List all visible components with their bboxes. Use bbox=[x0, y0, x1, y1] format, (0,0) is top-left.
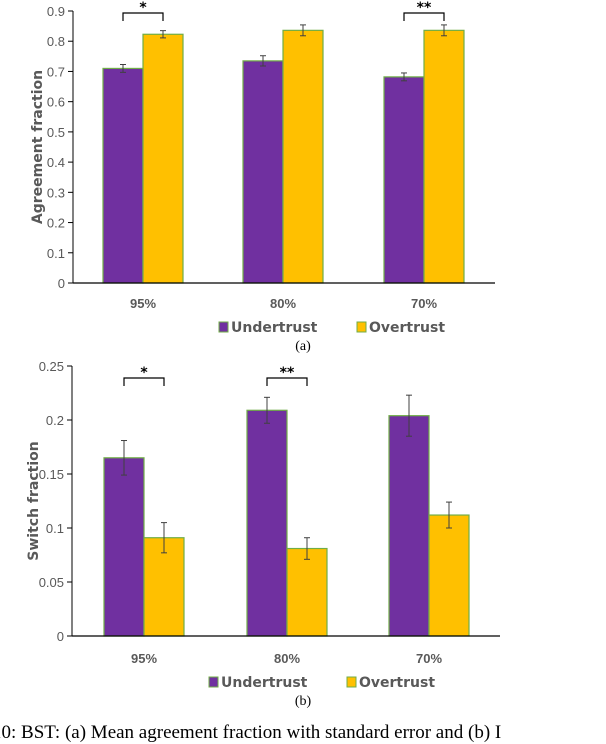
significance-marker: ** bbox=[417, 0, 432, 16]
bar-overtrust bbox=[428, 514, 470, 637]
legend-swatch-undertrust bbox=[218, 321, 229, 333]
legend-swatch-undertrust bbox=[208, 676, 219, 688]
bar-undertrust bbox=[103, 457, 145, 637]
significance-bracket bbox=[403, 12, 445, 21]
significance-bracket bbox=[266, 377, 308, 386]
y-tick-label: 0.2 bbox=[46, 413, 64, 428]
y-tick-label: 0.1 bbox=[47, 246, 65, 261]
y-tick-label: 0.9 bbox=[47, 4, 65, 19]
x-tick-label: 70% bbox=[416, 651, 442, 666]
y-axis-label: Switch fraction bbox=[26, 441, 42, 560]
significance-bracket bbox=[122, 12, 164, 21]
y-tick-label: 0.5 bbox=[47, 125, 65, 140]
significance-marker: * bbox=[140, 365, 148, 381]
switch-fraction-chart: 0 0.05 0.1 0.15 0.2 0.25 Switch fraction 95% 80%… bbox=[26, 359, 500, 691]
x-tick-label: 95% bbox=[130, 296, 156, 311]
y-tick-label: 0 bbox=[57, 629, 64, 644]
y-tick-label: 0.15 bbox=[39, 467, 64, 482]
legend-label-overtrust: Overtrust bbox=[369, 320, 445, 336]
subfigure-label-b: (b) bbox=[294, 694, 312, 709]
x-tick-label: 95% bbox=[131, 651, 157, 666]
y-axis-label: Agreement fraction bbox=[30, 70, 46, 224]
figure-caption: 10: BST: (a) Mean agreement fraction wit… bbox=[0, 722, 502, 743]
y-tick-label: 0.2 bbox=[47, 216, 65, 231]
y-tick-label: 0.05 bbox=[39, 575, 64, 590]
bar-undertrust bbox=[383, 76, 425, 284]
bar-undertrust bbox=[242, 60, 284, 284]
y-tick-label: 0.4 bbox=[47, 155, 65, 170]
x-tick-label: 70% bbox=[411, 296, 437, 311]
x-tick-label: 80% bbox=[270, 296, 296, 311]
y-tick-label: 0 bbox=[58, 276, 65, 291]
y-tick-label: 0.7 bbox=[47, 64, 65, 79]
agreement-fraction-chart: 0 0.1 0.2 0.3 0.4 0.5 0.6 0.7 0.8 0.9 Agreement fr… bbox=[30, 0, 495, 336]
significance-marker: * bbox=[139, 0, 147, 16]
significance-marker: ** bbox=[280, 365, 295, 381]
bar-undertrust bbox=[246, 409, 288, 637]
bar-overtrust bbox=[142, 33, 184, 284]
y-tick-label: 0.6 bbox=[47, 95, 65, 110]
y-tick-label: 0.1 bbox=[46, 521, 64, 536]
legend-label-overtrust: Overtrust bbox=[359, 675, 435, 691]
y-tick-label: 0.25 bbox=[39, 359, 64, 374]
subfigure-label-a: (a) bbox=[295, 339, 311, 354]
legend-swatch-overtrust bbox=[356, 321, 367, 333]
legend-swatch-overtrust bbox=[346, 676, 357, 688]
y-tick-label: 0.3 bbox=[47, 185, 65, 200]
bar-overtrust bbox=[423, 29, 465, 284]
legend-label-undertrust: Undertrust bbox=[231, 320, 318, 336]
bar-undertrust bbox=[102, 67, 144, 284]
bar-overtrust bbox=[282, 29, 324, 284]
y-tick-label: 0.8 bbox=[47, 34, 65, 49]
bar-undertrust bbox=[388, 415, 430, 637]
x-tick-label: 80% bbox=[274, 651, 300, 666]
legend-label-undertrust: Undertrust bbox=[221, 675, 308, 691]
bar-overtrust bbox=[286, 547, 328, 637]
significance-bracket bbox=[123, 377, 165, 386]
